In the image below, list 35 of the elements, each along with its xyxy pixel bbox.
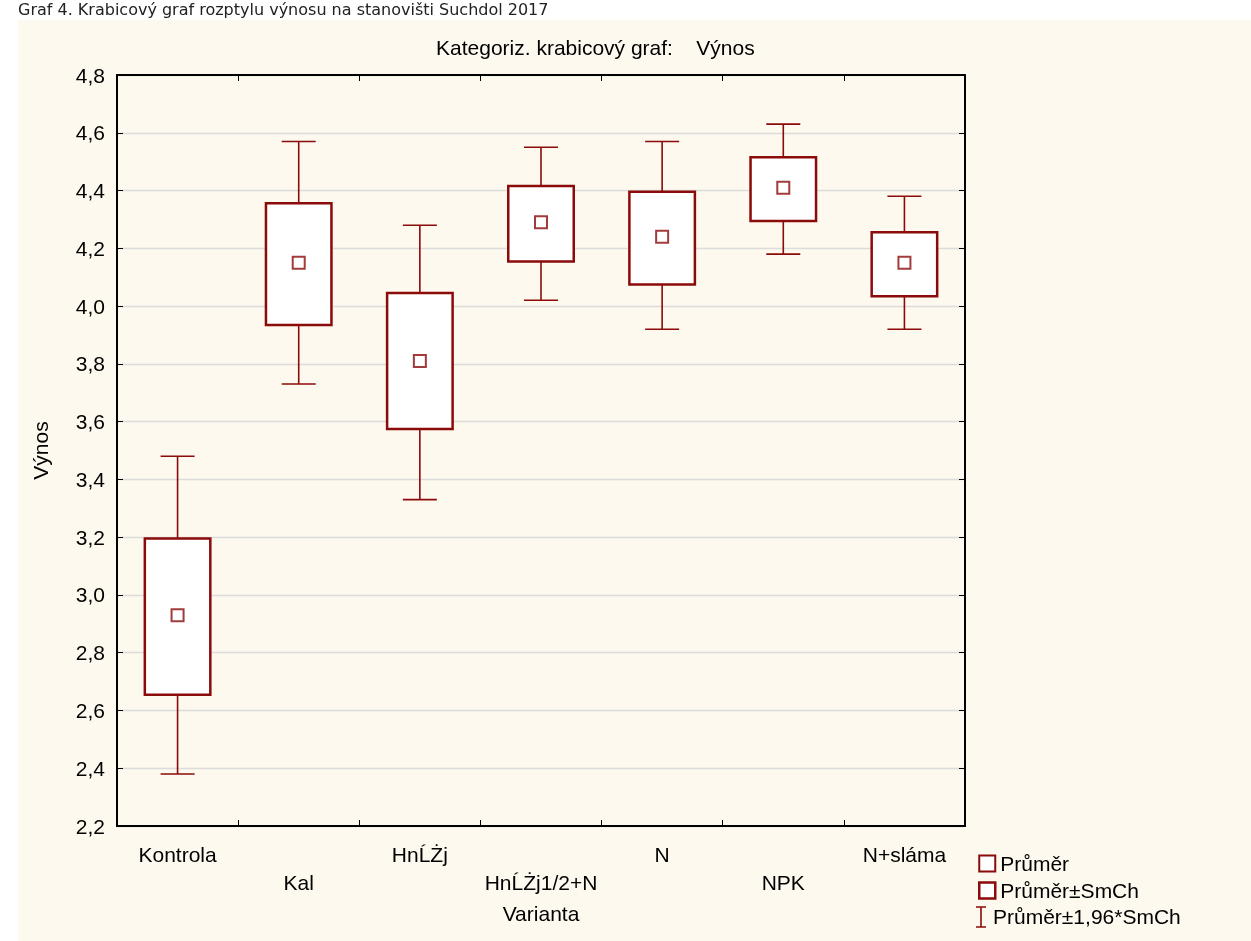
y-tick-label: 2,8 [75, 641, 105, 665]
x-tick-label: N [654, 842, 670, 866]
y-tick-label: 3,8 [75, 352, 105, 376]
y-tick-label: 4,2 [75, 236, 105, 260]
y-tick-label: 4,4 [75, 179, 106, 203]
y-tick-label: 3,2 [75, 525, 105, 549]
text: Průměr±1,96*SmCh [993, 905, 1181, 929]
y-tick-label: 4,8 [75, 63, 105, 87]
x-tick-label: NPK [761, 870, 805, 894]
x-tick-label: Kal [283, 870, 314, 894]
x-tick-label: HnĹŻj1/2+N [484, 870, 598, 894]
x-tick-label: HnĹŻj [391, 842, 448, 866]
point [776, 180, 791, 195]
point [897, 255, 912, 270]
chart-title: Graf 4. Krabicový graf rozptylu výnosu na stanovišti Suchdol 2017 [18, 0, 549, 19]
legend-label: Průměr [1000, 852, 1070, 875]
x-tick-label: Kontrola [138, 842, 217, 866]
y-tick-label: 4,0 [75, 294, 105, 318]
point [170, 608, 185, 623]
y-tick-label: 2,4 [75, 756, 106, 780]
y-tick-label: 3,6 [75, 410, 105, 434]
x-tick-label: N+sláma [862, 842, 947, 866]
y-tick-label: 3,0 [75, 583, 105, 607]
y-tick-label: 4,6 [75, 121, 105, 145]
chart-subtitle: Kategoriz. krabicový graf: Výnos [436, 36, 755, 59]
x-axis-title: Varianta [502, 902, 580, 925]
legend-label: Průměr±SmCh [1000, 879, 1139, 902]
point [534, 215, 548, 230]
y-tick-label: 2,6 [75, 698, 105, 722]
point [291, 255, 306, 270]
y-tick-label: 3,4 [75, 467, 106, 491]
point [412, 353, 427, 368]
y-axis-title: Výnos [29, 421, 52, 480]
y-tick-label: 2,2 [75, 814, 105, 838]
point [655, 229, 670, 244]
